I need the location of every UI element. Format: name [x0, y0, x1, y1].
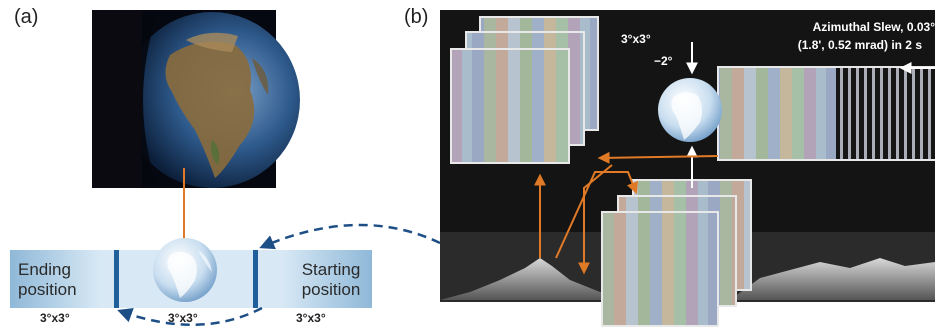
starting-label-line1: Starting	[301, 260, 361, 279]
frame-stack-bottom	[601, 179, 752, 327]
slew-line1: Azimuthal Slew, 0.03°	[812, 20, 935, 34]
starting-dim-label: 3°x3°	[296, 311, 326, 325]
offset-label: −2°	[654, 54, 673, 68]
frame-stack-left	[450, 16, 599, 164]
ending-label-line2: position	[18, 280, 77, 299]
earth-globe-icon	[153, 238, 217, 302]
starting-label-line2: position	[301, 280, 361, 299]
orange-path-arrows	[534, 151, 719, 275]
scan-strip	[717, 66, 935, 161]
panel-b-label: (b)	[404, 6, 429, 28]
center-dim-label: 3°x3°	[168, 311, 198, 325]
earth-photo	[92, 10, 300, 188]
ending-position-label: Ending position	[18, 260, 77, 300]
panel-a-label: (a)	[14, 6, 39, 28]
ending-dim-label: 3°x3°	[40, 311, 70, 325]
slew-line2: (1.8', 0.52 mrad) in 2 s	[797, 38, 922, 52]
fov-label: 3°x3°	[621, 32, 651, 46]
starting-position-label: Starting position	[292, 260, 370, 300]
globe-icon	[658, 78, 722, 142]
ending-label-line1: Ending	[18, 260, 71, 279]
